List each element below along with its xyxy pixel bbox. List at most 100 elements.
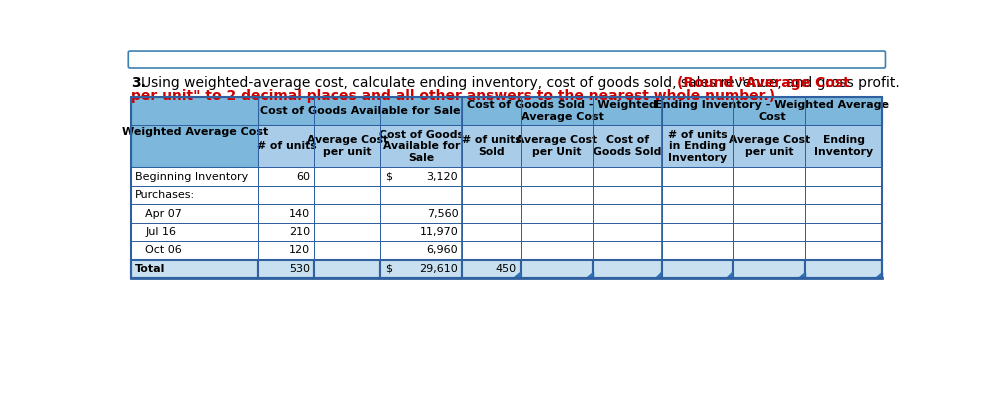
Text: # of units
Sold: # of units Sold (462, 135, 521, 157)
Text: (Round "Average Cost: (Round "Average Cost (677, 76, 850, 91)
Bar (662, 241, 733, 260)
Polygon shape (727, 272, 732, 277)
Bar (381, 241, 462, 260)
Bar (520, 241, 593, 260)
Bar (132, 186, 258, 204)
Bar (381, 204, 462, 223)
Bar (462, 223, 520, 241)
Bar (381, 125, 462, 167)
Text: Ending
Inventory: Ending Inventory (814, 135, 873, 157)
Text: Average Cost
per unit: Average Cost per unit (307, 135, 388, 157)
Bar (733, 125, 805, 167)
Bar (520, 204, 593, 223)
Bar (662, 167, 733, 186)
Bar (805, 167, 882, 186)
Bar (462, 204, 520, 223)
Bar (805, 241, 882, 260)
Bar (381, 186, 462, 204)
Bar (258, 125, 882, 167)
Text: Jul 16: Jul 16 (145, 227, 176, 237)
Bar (593, 223, 662, 241)
Text: 3.: 3. (132, 76, 146, 91)
Polygon shape (656, 272, 661, 277)
Bar (381, 260, 462, 278)
Text: Apr 07: Apr 07 (145, 209, 182, 219)
Bar (662, 97, 882, 125)
Text: 29,610: 29,610 (419, 264, 458, 274)
Bar (662, 204, 733, 223)
Bar (805, 223, 882, 241)
Text: Cost of Goods Sold - Weighted
Average Cost: Cost of Goods Sold - Weighted Average Co… (467, 100, 657, 122)
Text: # of units: # of units (256, 141, 316, 151)
Bar (593, 241, 662, 260)
Bar (258, 167, 315, 186)
Bar (662, 260, 733, 278)
Text: Average Cost
per unit: Average Cost per unit (729, 135, 810, 157)
Bar (805, 125, 882, 167)
Bar (132, 167, 258, 186)
Text: Ending Inventory - Weighted Average
Cost: Ending Inventory - Weighted Average Cost (655, 100, 889, 122)
Text: 3,120: 3,120 (426, 171, 458, 181)
Bar (315, 223, 381, 241)
Text: Average Cost
per Unit: Average Cost per Unit (516, 135, 597, 157)
Bar (132, 97, 882, 125)
Text: 120: 120 (290, 246, 311, 256)
Text: Beginning Inventory: Beginning Inventory (135, 171, 248, 181)
Bar (593, 204, 662, 223)
Bar (733, 186, 805, 204)
Bar (315, 167, 381, 186)
Bar (520, 260, 593, 278)
Bar (258, 260, 315, 278)
Bar (733, 241, 805, 260)
Bar (258, 125, 315, 167)
Bar (593, 125, 662, 167)
Polygon shape (876, 272, 881, 277)
Bar (733, 260, 805, 278)
Bar (733, 204, 805, 223)
Text: Cost of Goods Available for Sale: Cost of Goods Available for Sale (260, 106, 461, 116)
Bar (733, 167, 805, 186)
Text: 60: 60 (297, 171, 311, 181)
Text: Using weighted-average cost, calculate ending inventory, cost of goods sold, sal: Using weighted-average cost, calculate e… (140, 76, 904, 91)
Bar (805, 204, 882, 223)
Bar (593, 186, 662, 204)
Bar (132, 97, 258, 167)
Text: 6,960: 6,960 (426, 246, 458, 256)
Bar (315, 186, 381, 204)
Text: 140: 140 (290, 209, 311, 219)
Bar (662, 125, 733, 167)
Bar (462, 260, 520, 278)
Bar (462, 125, 520, 167)
Text: per unit" to 2 decimal places and all other answers to the nearest whole number.: per unit" to 2 decimal places and all ot… (132, 89, 775, 103)
Bar (462, 241, 520, 260)
Bar (462, 97, 662, 125)
Bar (381, 167, 462, 186)
Polygon shape (514, 272, 520, 277)
Bar (593, 260, 662, 278)
Text: $: $ (385, 171, 392, 181)
Bar (258, 241, 315, 260)
Bar (258, 223, 315, 241)
Bar (132, 204, 258, 223)
Text: Weighted Average Cost: Weighted Average Cost (122, 127, 268, 137)
Text: Purchases:: Purchases: (135, 190, 196, 200)
Bar (520, 125, 593, 167)
Bar (662, 186, 733, 204)
Bar (132, 223, 258, 241)
Bar (132, 241, 258, 260)
Bar (662, 223, 733, 241)
Bar (805, 186, 882, 204)
Bar (593, 167, 662, 186)
Bar (462, 186, 520, 204)
Bar (315, 125, 381, 167)
Bar (132, 260, 258, 278)
Text: Oct 06: Oct 06 (145, 246, 182, 256)
Text: Cost of Goods
Available for
Sale: Cost of Goods Available for Sale (379, 129, 464, 163)
FancyBboxPatch shape (129, 51, 885, 68)
Text: 11,970: 11,970 (419, 227, 458, 237)
Text: 7,560: 7,560 (426, 209, 458, 219)
Text: 530: 530 (290, 264, 311, 274)
Bar (381, 223, 462, 241)
Bar (315, 204, 381, 223)
Text: # of units
in Ending
Inventory: # of units in Ending Inventory (668, 129, 727, 163)
